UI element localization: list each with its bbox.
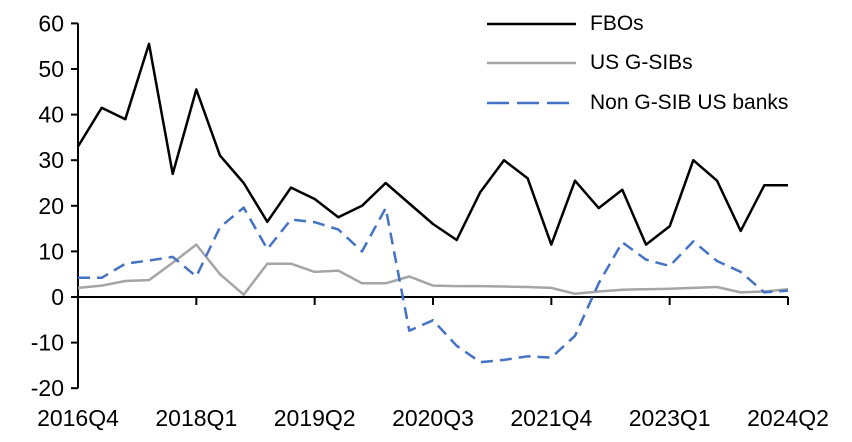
legend-item-fbos: FBOs [487,10,644,38]
x-tick-label: 2018Q1 [155,405,237,431]
legend-line-us-gsibs [487,61,576,65]
legend-label-us-gsibs: US G-SIBs [590,51,693,74]
x-tick-label: 2020Q3 [392,405,474,431]
y-tick-label: 0 [51,284,64,310]
y-tick-label: -10 [31,330,64,356]
x-tick-label: 2019Q2 [274,405,356,431]
legend-item-non-gsib: Non G-SIB US banks [487,89,788,117]
x-tick-label: 2023Q1 [629,405,711,431]
us-gsibs-line [77,243,789,296]
non-gsib-us-banks-line [78,206,789,364]
x-tick-label: 2016Q4 [37,405,119,431]
legend-line-non-gsib [487,101,576,105]
y-tick-label: 10 [38,238,64,264]
y-tick-label: 40 [38,102,64,128]
y-tick-label: 30 [38,147,64,173]
legend-line-fbos [487,22,576,26]
legend-item-us-gsibs: US G-SIBs [487,49,693,77]
fbos-line [76,42,788,246]
x-tick-label: 2021Q4 [510,405,592,431]
legend-label-non-gsib: Non G-SIB US banks [590,91,789,114]
y-tick-label: -20 [31,375,64,401]
y-tick-label: 60 [38,10,64,36]
y-tick-label: 20 [38,193,64,219]
x-tick-label: 2024Q2 [747,405,829,431]
y-tick-label: 50 [38,56,64,82]
legend-label-fbos: FBOs [590,12,644,35]
